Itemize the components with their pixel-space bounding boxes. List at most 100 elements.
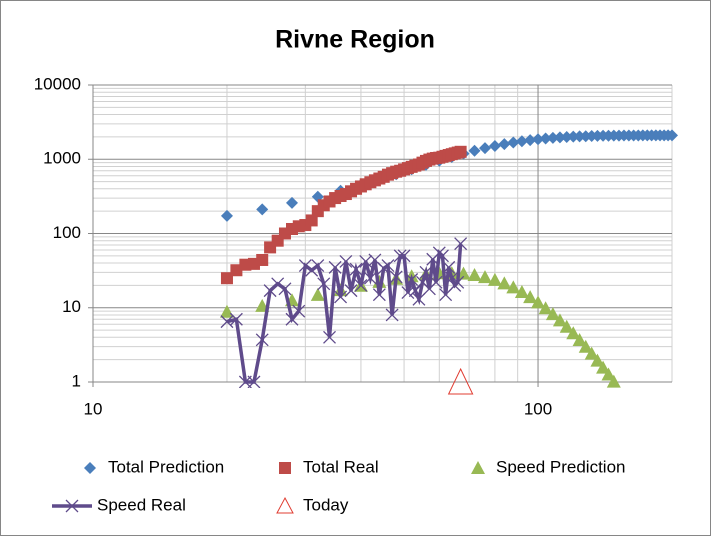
point	[523, 290, 538, 304]
point	[487, 272, 502, 286]
point	[445, 271, 459, 285]
point	[220, 209, 233, 222]
legend-marker	[471, 461, 485, 474]
point	[334, 290, 348, 304]
point	[606, 374, 621, 388]
legend-label: Total Real	[303, 457, 379, 476]
point	[278, 282, 292, 296]
y-tick-label: 10	[62, 297, 81, 316]
point	[454, 145, 467, 158]
y-tick-label: 10000	[34, 74, 81, 93]
legend-marker	[276, 496, 294, 514]
point	[442, 260, 456, 274]
point	[666, 129, 678, 142]
point	[310, 287, 325, 301]
point	[405, 273, 419, 286]
point	[285, 312, 299, 326]
point	[590, 353, 605, 367]
point	[497, 276, 512, 290]
legend-item: Total Prediction	[84, 457, 224, 476]
legend-label: Speed Real	[97, 495, 186, 514]
point	[578, 339, 593, 353]
point	[451, 275, 465, 289]
legend-item: Total Real	[279, 457, 379, 476]
point	[467, 268, 482, 282]
point	[271, 277, 285, 291]
point	[477, 270, 492, 284]
point	[507, 136, 520, 149]
point	[524, 134, 537, 147]
point	[601, 367, 616, 381]
point	[552, 313, 567, 327]
point	[419, 265, 433, 279]
legend-item: Today	[276, 495, 349, 514]
point	[247, 375, 261, 388]
legend-item: Speed Real	[52, 495, 186, 514]
point	[385, 308, 399, 322]
point	[412, 292, 426, 306]
point	[285, 196, 298, 209]
point	[372, 288, 386, 302]
point	[436, 249, 449, 263]
point	[478, 142, 491, 155]
point	[339, 255, 353, 268]
point	[344, 284, 358, 298]
point	[397, 249, 411, 263]
point	[311, 259, 325, 273]
point	[454, 237, 468, 251]
chart-title: Rivne Region	[275, 26, 435, 54]
point	[531, 295, 546, 309]
point	[559, 319, 574, 333]
point	[305, 263, 319, 277]
point	[532, 133, 545, 146]
point	[349, 262, 363, 276]
legend-label: Total Prediction	[108, 457, 224, 476]
point	[381, 259, 395, 273]
plot-area	[219, 129, 678, 388]
point	[377, 261, 391, 275]
y-tick-label: 1	[72, 371, 81, 390]
point	[546, 131, 559, 144]
point	[298, 259, 312, 273]
x-tick-label: 10	[84, 399, 103, 418]
point	[447, 367, 474, 395]
point	[429, 275, 443, 289]
point	[539, 132, 552, 145]
point	[408, 284, 422, 298]
point	[566, 326, 581, 340]
point	[256, 253, 269, 266]
point	[317, 277, 331, 291]
point	[515, 135, 528, 148]
legend-item: Speed Prediction	[471, 457, 625, 476]
point	[305, 214, 318, 227]
legend-marker	[65, 499, 79, 513]
point	[323, 330, 336, 344]
point	[545, 307, 560, 321]
x-tick-label: 100	[524, 399, 552, 418]
point	[584, 346, 599, 360]
point	[229, 312, 243, 326]
point	[389, 270, 403, 284]
point	[538, 301, 553, 315]
point	[363, 271, 377, 285]
point	[292, 304, 306, 318]
point	[488, 139, 501, 152]
point	[567, 130, 580, 143]
point	[328, 260, 342, 274]
point	[596, 360, 611, 374]
point	[401, 286, 415, 300]
point	[256, 203, 269, 216]
point	[572, 332, 587, 346]
y-tick-label: 1000	[43, 149, 81, 168]
series-line	[226, 243, 463, 384]
point	[468, 144, 481, 157]
point	[393, 249, 407, 263]
point	[498, 138, 511, 151]
point	[255, 333, 269, 347]
legend-marker	[279, 462, 291, 474]
point	[220, 272, 233, 285]
point	[219, 304, 234, 318]
point	[220, 315, 234, 329]
legend-label: Speed Prediction	[496, 457, 625, 476]
